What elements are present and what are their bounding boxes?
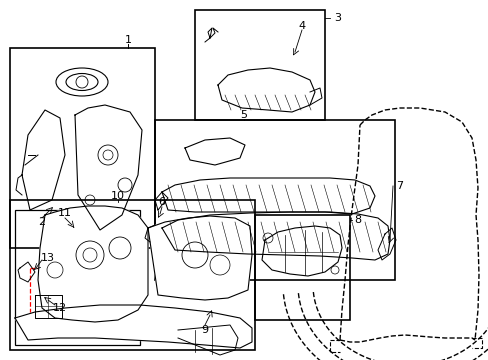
Polygon shape (218, 68, 314, 112)
Text: 13: 13 (41, 253, 55, 263)
Polygon shape (38, 206, 148, 322)
Bar (15, 210, 140, 345)
Text: 9: 9 (201, 325, 208, 335)
Bar (10, 200, 254, 350)
Polygon shape (162, 178, 374, 214)
Polygon shape (22, 110, 65, 210)
Bar (254, 215, 349, 320)
Text: 6: 6 (158, 197, 165, 207)
Text: 12: 12 (53, 303, 67, 313)
Polygon shape (162, 212, 389, 260)
Text: 3: 3 (334, 13, 341, 23)
Text: 4: 4 (298, 21, 305, 31)
Polygon shape (15, 305, 251, 348)
Text: 2: 2 (39, 217, 45, 227)
Text: 1: 1 (124, 35, 131, 45)
Polygon shape (75, 105, 142, 230)
Text: 8: 8 (354, 215, 361, 225)
Polygon shape (262, 226, 341, 276)
Bar (155, 120, 394, 280)
Bar (10, 48, 155, 248)
Text: 10: 10 (111, 191, 125, 201)
Polygon shape (184, 138, 244, 165)
Polygon shape (148, 216, 251, 300)
Text: 5: 5 (240, 110, 247, 120)
Bar (195, 10, 325, 120)
Text: 11: 11 (58, 208, 72, 218)
Bar (30, 268, 115, 328)
Text: 7: 7 (396, 181, 403, 191)
